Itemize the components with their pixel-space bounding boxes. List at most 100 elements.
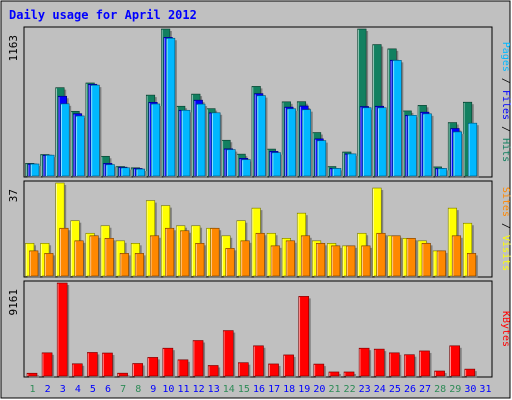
- bar-pages-day-7: [120, 167, 132, 178]
- bar-kbytes-day-25: [389, 352, 402, 378]
- bar-sites-day-20: [316, 243, 327, 278]
- x-tick-label-4: 4: [75, 384, 81, 395]
- bar-sites-day-21: [331, 245, 342, 278]
- bar-pages-day-11: [181, 109, 192, 178]
- bar-sites-day-4: [74, 240, 86, 278]
- x-tick-label-11: 11: [177, 384, 189, 395]
- x-tick-label-15: 15: [238, 384, 250, 395]
- bar-pages-day-18: [286, 108, 298, 178]
- bar-pages-day-2: [45, 154, 57, 178]
- x-tick-label-7: 7: [120, 384, 126, 395]
- bar-pages-day-5: [90, 84, 102, 178]
- bar-pages-day-28: [437, 168, 449, 178]
- bar-kbytes-day-20: [313, 363, 326, 378]
- bar-pages-day-25: [392, 60, 404, 178]
- bar-sites-day-27: [421, 243, 433, 278]
- bar-kbytes-day-19: [298, 296, 311, 378]
- bar-kbytes-day-2: [41, 352, 55, 378]
- x-tick-label-6: 6: [105, 384, 111, 395]
- bar-pages-day-19: [301, 109, 313, 178]
- series-axis-label: Sites / Visits: [500, 187, 511, 271]
- bar-sites-day-29: [451, 235, 463, 278]
- x-tick-label-14: 14: [223, 384, 235, 395]
- bar-sites-day-30: [467, 253, 478, 278]
- bar-kbytes-day-21: [328, 371, 341, 378]
- bar-pages-day-14: [226, 149, 238, 178]
- bar-kbytes-day-22: [343, 371, 357, 378]
- bar-sites-day-16: [255, 232, 267, 278]
- bar-pages-day-13: [211, 112, 223, 178]
- bar-pages-day-12: [196, 103, 208, 178]
- x-tick-label-20: 20: [313, 384, 325, 395]
- bar-pages-day-26: [407, 115, 419, 178]
- x-tick-label-21: 21: [328, 384, 340, 395]
- bar-kbytes-day-23: [358, 347, 372, 378]
- x-tick-label-2: 2: [45, 384, 51, 395]
- bar-pages-day-16: [256, 95, 268, 178]
- x-tick-label-19: 19: [298, 384, 310, 395]
- x-tick-label-31: 31: [479, 384, 491, 395]
- bar-sites-day-15: [240, 240, 252, 278]
- x-tick-label-9: 9: [150, 384, 156, 395]
- bar-sites-day-12: [195, 243, 207, 278]
- bar-sites-day-11: [180, 230, 191, 278]
- bar-sites-day-26: [406, 237, 418, 278]
- x-tick-label-12: 12: [193, 384, 205, 395]
- bar-kbytes-day-29: [449, 345, 462, 378]
- y-max-label: 9161: [7, 289, 20, 316]
- bar-kbytes-day-10: [162, 347, 175, 378]
- bar-sites-day-9: [149, 235, 161, 278]
- x-tick-label-13: 13: [208, 384, 220, 395]
- bar-sites-day-5: [89, 235, 101, 278]
- bar-sites-day-6: [104, 237, 116, 278]
- x-tick-label-25: 25: [389, 384, 401, 395]
- x-tick-label-24: 24: [374, 384, 386, 395]
- bar-pages-day-8: [135, 168, 147, 178]
- bar-pages-day-3: [60, 103, 72, 178]
- x-tick-label-16: 16: [253, 384, 265, 395]
- bar-kbytes-day-4: [71, 363, 85, 378]
- bar-sites-day-23: [361, 245, 373, 278]
- bar-pages-day-4: [75, 115, 87, 178]
- x-tick-label-3: 3: [60, 384, 66, 395]
- bar-sites-day-14: [225, 248, 237, 278]
- y-max-label: 1163: [7, 35, 20, 62]
- bar-kbytes-day-27: [419, 350, 432, 378]
- bar-kbytes-day-7: [117, 372, 130, 378]
- y-max-label: 37: [7, 189, 20, 202]
- bar-sites-day-18: [285, 240, 297, 278]
- x-tick-label-26: 26: [404, 384, 416, 395]
- bar-pages-day-1: [30, 163, 41, 178]
- bar-kbytes-day-17: [268, 363, 281, 378]
- bar-kbytes-day-11: [177, 359, 190, 378]
- x-tick-label-23: 23: [359, 384, 371, 395]
- bar-kbytes-day-14: [222, 330, 236, 378]
- bar-pages-day-23: [362, 107, 374, 178]
- x-tick-label-18: 18: [283, 384, 295, 395]
- bar-kbytes-day-26: [404, 354, 417, 378]
- series-axis-label: KBytes: [500, 311, 511, 347]
- x-tick-label-10: 10: [162, 384, 174, 395]
- bar-sites-day-22: [346, 245, 358, 278]
- x-tick-label-29: 29: [449, 384, 461, 395]
- x-tick-label-5: 5: [90, 384, 96, 395]
- bar-sites-day-13: [210, 227, 222, 278]
- bar-kbytes-day-24: [373, 348, 387, 378]
- x-tick-label-30: 30: [464, 384, 476, 395]
- chart-title: Daily usage for April 2012: [9, 8, 197, 22]
- bar-pages-day-9: [150, 103, 162, 178]
- bar-kbytes-day-8: [132, 363, 145, 378]
- x-tick-label-17: 17: [268, 384, 280, 395]
- x-tick-label-28: 28: [434, 384, 446, 395]
- bar-pages-day-21: [332, 168, 343, 178]
- bar-kbytes-day-28: [434, 370, 447, 378]
- bar-pages-day-29: [452, 131, 464, 178]
- bar-pages-day-24: [377, 107, 389, 178]
- x-tick-label-8: 8: [135, 384, 141, 395]
- bar-pages-day-17: [271, 152, 283, 178]
- bar-kbytes-day-30: [464, 368, 477, 378]
- bar-sites-day-28: [436, 250, 448, 278]
- bar-kbytes-day-13: [207, 365, 221, 378]
- bar-sites-day-17: [270, 245, 282, 278]
- bar-sites-day-3: [59, 227, 71, 278]
